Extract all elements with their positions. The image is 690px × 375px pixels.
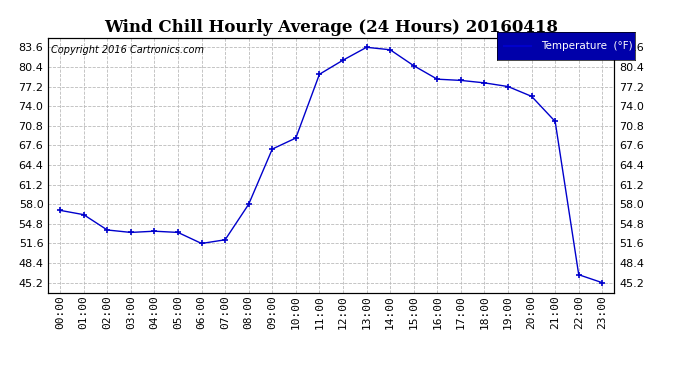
Title: Wind Chill Hourly Average (24 Hours) 20160418: Wind Chill Hourly Average (24 Hours) 201… (104, 19, 558, 36)
Text: Temperature  (°F): Temperature (°F) (541, 41, 633, 51)
Text: Copyright 2016 Cartronics.com: Copyright 2016 Cartronics.com (51, 45, 204, 55)
